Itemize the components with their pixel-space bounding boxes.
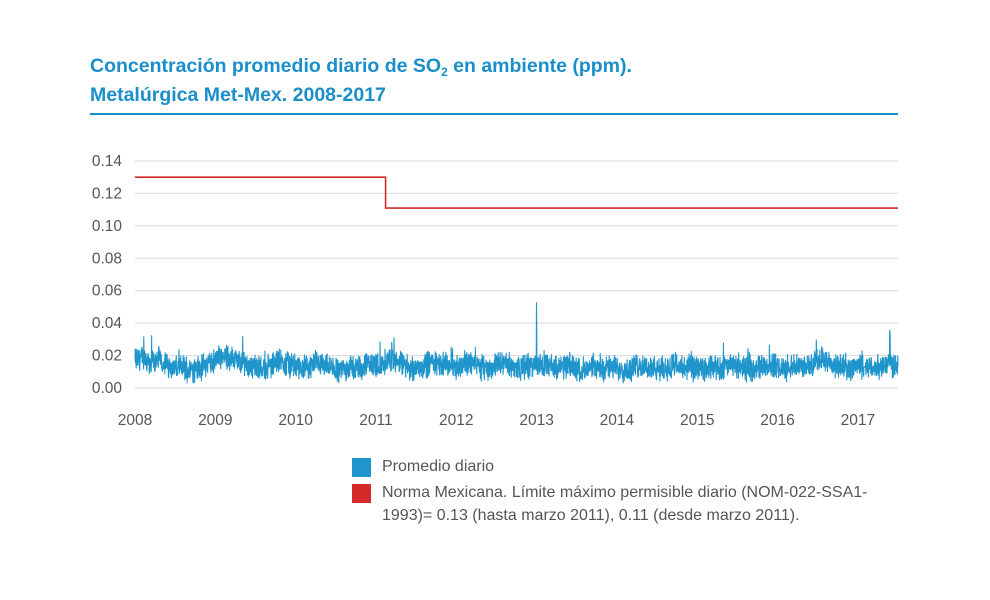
title-text-post: en ambiente (ppm). xyxy=(447,55,632,77)
x-tick-label: 2017 xyxy=(841,412,875,429)
y-tick-label: 0.12 xyxy=(92,185,122,202)
y-tick-label: 0.08 xyxy=(92,250,122,267)
legend-item-daily-average: Promedio diario xyxy=(352,455,912,478)
chart-title-line1: Concentración promedio diario de SO2 en … xyxy=(90,52,898,81)
y-tick-label: 0.04 xyxy=(92,315,123,332)
series-mexican-norm-line xyxy=(135,176,898,209)
legend-item-mexican-norm: Norma Mexicana. Límite máximo permisible… xyxy=(352,481,912,527)
x-tick-label: 2013 xyxy=(519,412,553,429)
x-tick-label: 2009 xyxy=(198,412,232,429)
series-daily-average-line xyxy=(134,302,899,384)
chart-legend: Promedio diario Norma Mexicana. Límite m… xyxy=(352,455,912,530)
x-tick-label: 2011 xyxy=(359,412,392,429)
x-tick-label: 2014 xyxy=(600,412,635,429)
title-text-pre: Concentración promedio diario de SO xyxy=(90,55,442,77)
title-subscript: 2 xyxy=(441,65,448,79)
x-tick-label: 2008 xyxy=(118,412,152,429)
y-tick-label: 0.14 xyxy=(92,153,123,170)
y-tick-label: 0.10 xyxy=(92,218,123,235)
legend-swatch-mexican-norm xyxy=(352,484,371,503)
y-tick-label: 0.00 xyxy=(92,380,123,397)
chart-title: Concentración promedio diario de SO2 en … xyxy=(90,52,898,110)
x-tick-label: 2015 xyxy=(680,412,714,429)
x-tick-label: 2012 xyxy=(439,412,473,429)
title-underline xyxy=(90,113,898,115)
legend-label-daily-average: Promedio diario xyxy=(382,458,495,475)
y-tick-label: 0.02 xyxy=(92,348,122,365)
y-tick-label: 0.06 xyxy=(92,283,122,300)
x-tick-label: 2010 xyxy=(278,412,313,429)
chart-title-line2: Metalúrgica Met-Mex. 2008-2017 xyxy=(90,84,386,106)
legend-label-mexican-norm: Norma Mexicana. Límite máximo permisible… xyxy=(382,484,868,524)
legend-swatch-daily-average xyxy=(352,458,371,477)
x-tick-label: 2016 xyxy=(760,412,794,429)
